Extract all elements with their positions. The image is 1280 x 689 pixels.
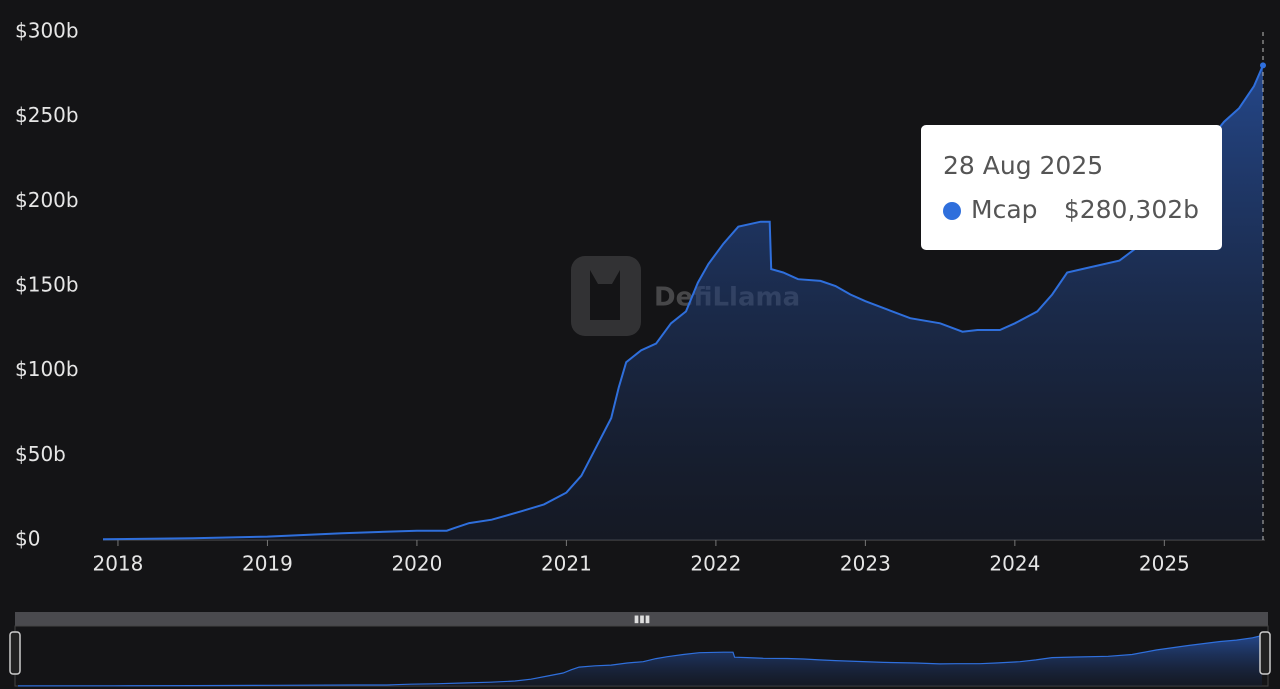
brush-grip[interactable]: ▮▮▮ [634, 614, 651, 625]
y-tick-label: $200b [15, 188, 79, 212]
x-tick-label: 2022 [690, 552, 741, 576]
x-tick-label: 2018 [92, 552, 143, 576]
x-tick-label: 2025 [1139, 552, 1190, 576]
x-tick-label: 2021 [541, 552, 592, 576]
x-tick-label: 2020 [391, 552, 442, 576]
y-tick-label: $0 [15, 527, 40, 551]
y-tick-label: $250b [15, 103, 79, 127]
brush-bar[interactable] [15, 612, 1268, 626]
y-tick-label: $300b [15, 19, 79, 43]
brush-mcap-area [18, 635, 1262, 686]
x-tick-label: 2019 [242, 552, 293, 576]
watermark-logo [571, 256, 641, 336]
mcap-area [103, 65, 1263, 541]
x-tick-label: 2023 [840, 552, 891, 576]
tooltip-marker [943, 202, 961, 220]
brush-handle[interactable] [9, 631, 21, 675]
tooltip-date: 28 Aug 2025 [943, 151, 1103, 180]
tooltip-value: $280,302b [1064, 195, 1199, 224]
y-tick-label: $100b [15, 357, 79, 381]
brush-handle[interactable] [1259, 631, 1271, 675]
tooltip-series: Mcap [971, 195, 1038, 224]
tooltip-box [921, 125, 1222, 250]
x-tick-label: 2024 [989, 552, 1040, 576]
y-tick-label: $150b [15, 273, 79, 297]
y-tick-label: $50b [15, 442, 66, 466]
brush-mcap-line [17, 634, 1263, 687]
tooltip: 28 Aug 2025 Mcap $280,302b [921, 125, 1222, 250]
mcap-line [102, 65, 1264, 541]
hover-point [1260, 62, 1266, 69]
